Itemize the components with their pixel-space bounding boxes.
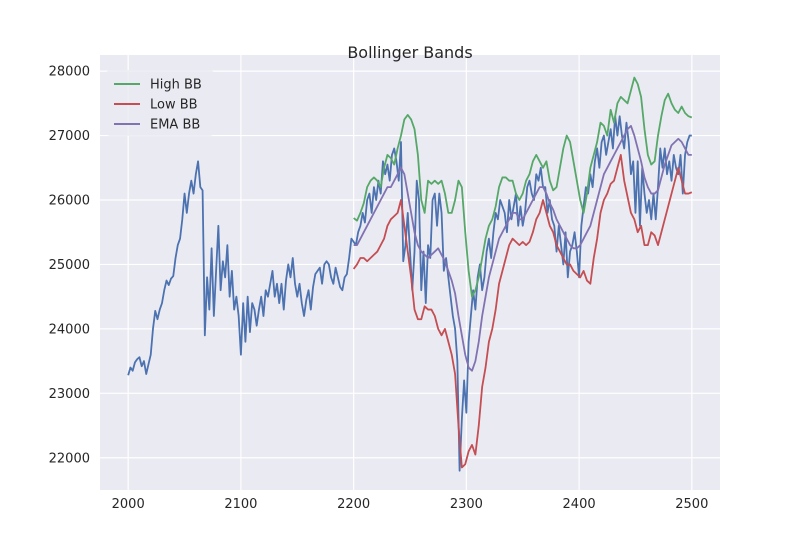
x-tick-labels: 2000 2100 2200 2300 2400 2500 xyxy=(112,497,709,512)
y-tick-label: 24000 xyxy=(49,322,90,337)
legend-label-ema: EMA BB xyxy=(150,118,200,133)
y-tick-label: 26000 xyxy=(49,194,90,209)
x-tick-label: 2500 xyxy=(675,497,708,512)
legend: High BB Low BB EMA BB xyxy=(106,70,214,136)
legend-label-low: Low BB xyxy=(150,98,198,113)
series-line-ema xyxy=(353,124,692,372)
x-tick-label: 2400 xyxy=(563,497,596,512)
series-layer xyxy=(127,76,693,472)
legend-box xyxy=(106,70,214,136)
series-line-price xyxy=(127,115,692,472)
x-tick-label: 2000 xyxy=(112,497,145,512)
series-line-low xyxy=(352,153,693,469)
legend-label-high: High BB xyxy=(150,78,202,93)
x-tick-label: 2200 xyxy=(337,497,370,512)
series-line-high xyxy=(353,76,693,298)
y-tick-label: 25000 xyxy=(49,258,90,273)
y-tick-label: 27000 xyxy=(49,129,90,144)
y-tick-label: 23000 xyxy=(49,387,90,402)
chart-title: Bollinger Bands xyxy=(347,43,472,62)
x-tick-label: 2300 xyxy=(450,497,483,512)
y-tick-labels: 22000 23000 24000 25000 26000 27000 28000 xyxy=(49,65,90,467)
x-tick-label: 2100 xyxy=(224,497,257,512)
y-tick-label: 22000 xyxy=(49,451,90,466)
y-tick-label: 28000 xyxy=(49,65,90,80)
